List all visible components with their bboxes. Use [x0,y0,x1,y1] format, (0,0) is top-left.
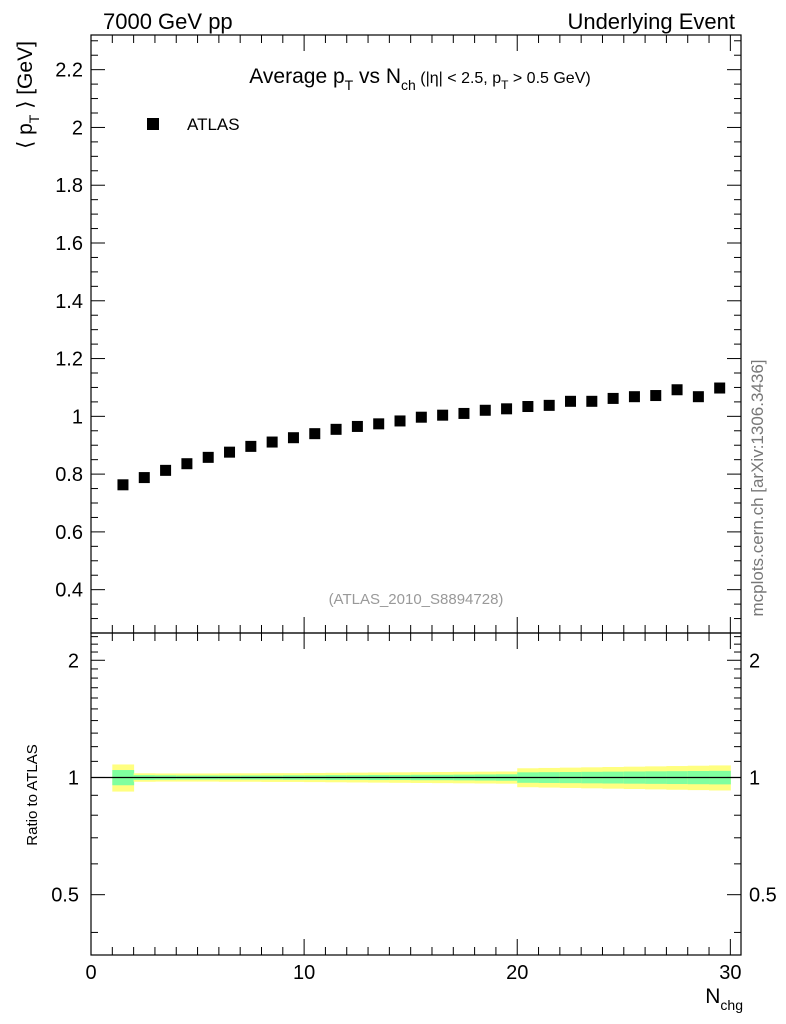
data-point [117,479,129,491]
ratio-y-axis-label: Ratio to ATLAS [24,744,41,845]
data-point [458,407,470,419]
data-point [245,440,257,452]
ratio-y-tick-label-right: 0.5 [749,885,777,907]
legend-marker [147,118,159,130]
data-point [607,392,619,404]
main-y-axis-label: ⟨ pT ⟩ [GeV] [14,41,42,149]
side-note: mcplots.cern.ch [arXiv:1306.3436] [748,359,767,616]
data-point [586,395,598,407]
ratio-x-ticks: 0 10 20 30 [85,633,741,984]
x-tick-label: 30 [719,962,741,984]
data-point [160,464,172,476]
x-axis-label: Nchg [705,985,743,1013]
main-y-tick-label: 1.2 [55,349,83,371]
main-y-tick-label: 2 [72,117,83,139]
data-point [628,391,640,403]
data-point [373,418,385,430]
data-point [543,399,555,411]
ratio-panel: 0.5 0.5 1 1 2 2 0 10 20 30 Ratio to ATLAS Nchg [24,632,777,1013]
data-point [671,384,683,396]
data-point [437,409,449,421]
data-point [692,391,704,403]
data-point [309,428,321,440]
data-point [202,451,214,463]
data-point [266,436,278,448]
data-point [330,423,342,435]
data-point [501,403,513,415]
ratio-y-tick-label-right: 1 [749,767,760,789]
ratio-y-tick-label: 2 [68,650,79,672]
main-y-tick-label: 0.8 [55,464,83,486]
main-panel: 0.4 0.6 0.8 1 1.2 1.4 1.6 1.8 2 2.2 Average pT vs… [14,34,742,634]
data-point [650,390,662,402]
ratio-y-tick-label: 1 [68,767,79,789]
main-x-ticks [90,35,731,633]
main-title: Average pT vs Nch (|η| < 2.5, pT > 0.5 G… [249,65,590,93]
data-point [138,472,150,484]
ratio-y-ticks: 0.5 0.5 1 1 2 2 [51,636,777,933]
main-y-ticks: 0.4 0.6 0.8 1 1.2 1.4 1.6 1.8 2 2.2 [55,40,741,634]
data-point [351,420,363,432]
data-point [565,395,577,407]
main-y-tick-label: 1 [72,406,83,428]
main-y-tick-label: 0.6 [55,522,83,544]
data-point [479,404,491,416]
data-point [415,411,427,423]
x-tick-label: 0 [85,962,96,984]
main-y-tick-label: 2.2 [55,60,83,82]
ratio-y-tick-label-right: 2 [749,650,760,672]
data-point [224,446,236,458]
x-tick-label: 20 [506,962,528,984]
data-point [287,432,299,444]
main-y-tick-label: 1.6 [55,233,83,255]
x-tick-label: 10 [293,962,315,984]
main-y-tick-label: 1.8 [55,175,83,197]
main-markers [117,382,726,491]
data-point [714,382,726,394]
analysis-tag: (ATLAS_2010_S8894728) [329,591,504,608]
legend-label: ATLAS [187,115,240,134]
data-point [394,415,406,427]
data-point [181,458,193,470]
main-y-tick-label: 1.4 [55,291,83,313]
header-right: Underlying Event [567,9,735,34]
header-left: 7000 GeV pp [103,9,233,34]
ratio-y-tick-label: 0.5 [51,885,79,907]
ratio-frame [90,632,742,956]
main-y-tick-label: 0.4 [55,580,83,602]
data-point [522,401,534,413]
